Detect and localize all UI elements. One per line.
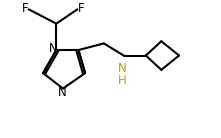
Text: N
H: N H — [118, 62, 127, 87]
Text: N: N — [49, 42, 57, 55]
Text: F: F — [78, 2, 85, 15]
Text: N: N — [57, 86, 66, 99]
Text: F: F — [21, 2, 28, 15]
